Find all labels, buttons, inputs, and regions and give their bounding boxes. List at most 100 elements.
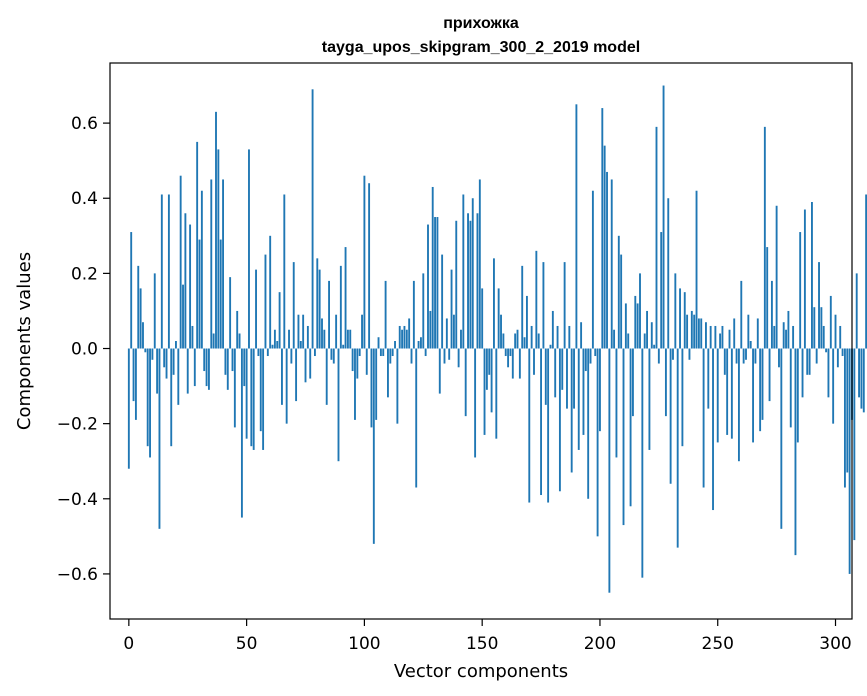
bar-282 (792, 325, 795, 349)
bar-130 (434, 217, 436, 349)
y-tick-label: 0.0 (71, 340, 98, 360)
bar-50 (245, 348, 248, 439)
bar-255 (728, 329, 731, 349)
bar-87 (332, 348, 335, 364)
bar-107 (379, 348, 382, 357)
bar-250 (716, 348, 719, 443)
bar-41 (224, 348, 227, 375)
bar-26 (189, 224, 192, 349)
bar-246 (707, 348, 710, 409)
bar-157 (497, 288, 500, 349)
bar-154 (490, 348, 493, 413)
bar-198 (594, 348, 597, 357)
bar-160 (504, 348, 507, 357)
bar-64 (278, 292, 281, 349)
bar-231 (672, 348, 674, 360)
bar-192 (580, 322, 583, 349)
bar-73 (299, 341, 302, 349)
bar-147 (474, 348, 477, 458)
bar-245 (705, 322, 707, 349)
bar-58 (264, 254, 267, 349)
bar-135 (445, 318, 448, 349)
bar-127 (427, 224, 429, 349)
bar-211 (624, 303, 627, 349)
bar-153 (488, 348, 491, 375)
x-tick-label: 100 (348, 634, 380, 654)
bar-213 (629, 348, 632, 507)
bar-225 (657, 348, 660, 364)
bar-149 (478, 179, 481, 349)
bar-180 (551, 310, 554, 349)
bar-20 (175, 341, 177, 349)
bar-193 (582, 348, 585, 435)
bar-218 (641, 348, 644, 578)
x-axis-ticks: 0 50 100 150 200 250 300 (123, 619, 852, 654)
bar-140 (457, 348, 460, 368)
bar-186 (566, 348, 568, 409)
bar-85 (328, 280, 330, 349)
bar-187 (568, 325, 571, 349)
bar-205 (610, 179, 613, 349)
bar-131 (436, 217, 439, 349)
bar-32 (203, 348, 206, 372)
bar-200 (599, 348, 601, 432)
bar-112 (391, 348, 394, 357)
bar-23 (182, 284, 184, 349)
bar-133 (441, 254, 444, 349)
bar-65 (281, 348, 283, 405)
bar-261 (742, 348, 745, 364)
bar-233 (676, 348, 679, 548)
bar-121 (412, 280, 415, 349)
bar-60 (269, 235, 272, 349)
bar-27 (191, 325, 194, 349)
bar-82 (321, 318, 323, 349)
bar-144 (467, 213, 469, 349)
bar-18 (170, 348, 173, 447)
bar-16 (165, 348, 168, 379)
bar-227 (662, 85, 665, 349)
bar-263 (747, 314, 750, 349)
bar-99 (361, 314, 363, 349)
bar-296 (825, 348, 828, 353)
bar-54 (255, 269, 257, 349)
bar-66 (283, 194, 286, 349)
bar-34 (207, 348, 210, 390)
bar-0 (127, 348, 130, 469)
bar-247 (709, 325, 712, 349)
bar-9 (149, 348, 151, 458)
bar-104 (372, 348, 375, 544)
bar-196 (589, 348, 592, 364)
bar-49 (243, 348, 246, 387)
bar-161 (507, 348, 510, 368)
bar-182 (556, 325, 559, 349)
bar-53 (252, 348, 255, 450)
bar-94 (349, 329, 352, 349)
bar-293 (818, 262, 820, 349)
y-tick-label: −0.4 (57, 490, 98, 510)
bar-292 (815, 348, 818, 364)
bar-141 (460, 329, 462, 349)
bar-95 (351, 348, 354, 372)
bar-29 (196, 141, 199, 349)
bar-series (127, 85, 867, 593)
bar-109 (384, 280, 387, 349)
bar-285 (799, 232, 802, 349)
bar-7 (144, 348, 147, 353)
bar-191 (577, 348, 580, 450)
bar-203 (606, 171, 608, 349)
bar-264 (749, 341, 752, 349)
bar-119 (408, 318, 411, 349)
bar-311 (860, 348, 863, 409)
bar-38 (217, 149, 220, 349)
bar-204 (608, 348, 611, 593)
bar-21 (177, 348, 180, 405)
bar-302 (839, 325, 842, 349)
bar-139 (455, 220, 458, 349)
bar-61 (271, 344, 274, 349)
bar-4 (137, 265, 140, 349)
bar-67 (285, 348, 288, 424)
bar-148 (476, 213, 479, 349)
bar-306 (848, 348, 851, 574)
bar-122 (415, 348, 418, 488)
bar-268 (759, 348, 762, 432)
